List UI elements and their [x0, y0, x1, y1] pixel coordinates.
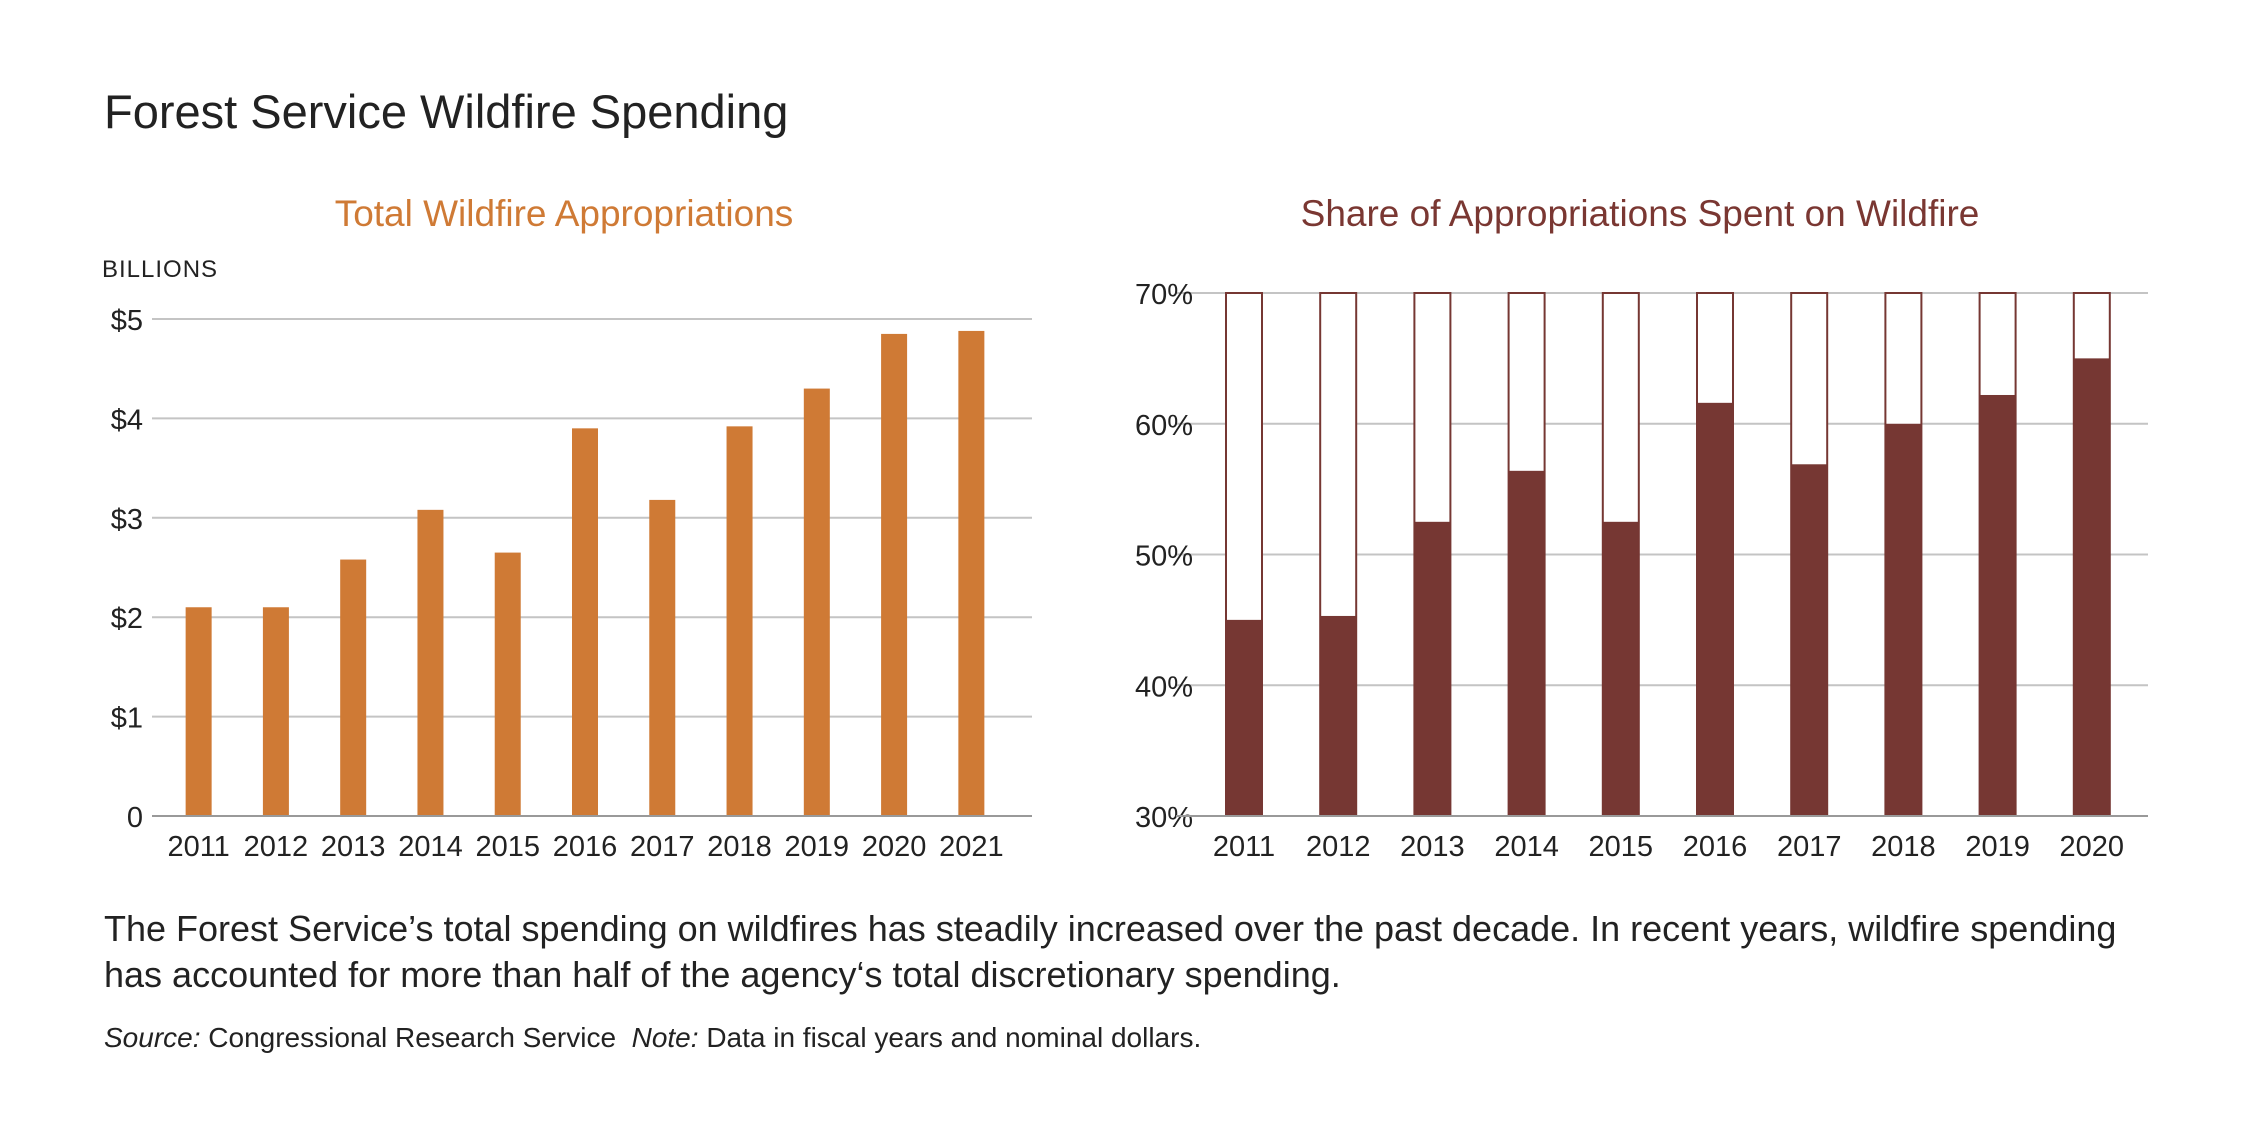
- left-y-tick-label: $2: [111, 603, 143, 635]
- left-bar: [803, 388, 830, 816]
- note-text: Data in fiscal years and nominal dollars…: [706, 1022, 1202, 1053]
- left-y-tick-label: $5: [111, 305, 143, 337]
- left-bar: [881, 333, 908, 816]
- right-bar: [1885, 423, 1922, 816]
- right-chart-title: Share of Appropriations Spent on Wildfir…: [1300, 193, 1980, 234]
- right-x-tick-label: 2015: [1589, 831, 1654, 863]
- right-x-tick-label: 2016: [1683, 831, 1748, 863]
- right-x-tick-label: 2014: [1494, 831, 1559, 863]
- right-y-tick-label: 70%: [1135, 279, 1193, 311]
- left-bar: [417, 509, 444, 816]
- left-bar: [958, 330, 985, 816]
- note-label: Note:: [631, 1022, 699, 1053]
- left-x-tick-label: 2014: [398, 831, 463, 863]
- right-x-tick-label: 2018: [1871, 831, 1936, 863]
- source-text: Congressional Research Service: [208, 1022, 617, 1053]
- right-x-tick-label: 2012: [1306, 831, 1371, 863]
- left-chart-title: Total Wildfire Appropriations: [334, 193, 794, 234]
- left-x-tick-label: 2013: [321, 831, 386, 863]
- right-bar: [1979, 394, 2016, 816]
- caption-text: The Forest Service’s total spending on w…: [104, 908, 2117, 995]
- left-y-tick-label: $1: [111, 703, 143, 735]
- page-title: Forest Service Wildfire Spending: [104, 85, 789, 138]
- left-x-tick-label: 2017: [630, 831, 695, 863]
- left-bar: [494, 552, 521, 816]
- right-x-tick-label: 2020: [2060, 831, 2125, 863]
- right-y-tick-label: 40%: [1135, 671, 1193, 703]
- right-bar: [2073, 358, 2110, 816]
- left-x-tick-label: 2020: [862, 831, 927, 863]
- left-bar: [726, 426, 753, 816]
- left-x-tick-label: 2019: [785, 831, 850, 863]
- left-bar: [572, 428, 598, 816]
- left-x-tick-label: 2018: [707, 831, 772, 863]
- right-bar: [1320, 615, 1357, 816]
- right-bar: [1226, 619, 1262, 816]
- right-y-tick-label: 30%: [1135, 802, 1193, 834]
- right-x-tick-label: 2017: [1777, 831, 1842, 863]
- right-bar: [1602, 521, 1639, 816]
- left-bar: [649, 499, 676, 816]
- left-x-tick-label: 2015: [475, 831, 540, 863]
- left-x-tick-label: 2016: [553, 831, 618, 863]
- source-label: Source:: [104, 1022, 201, 1053]
- right-bar: [1697, 402, 1733, 816]
- right-bar: [1414, 521, 1451, 816]
- left-x-tick-label: 2011: [167, 831, 229, 863]
- left-bar: [340, 559, 367, 816]
- right-bar: [1508, 470, 1545, 816]
- left-bar: [262, 607, 289, 816]
- right-x-tick-label: 2011: [1213, 831, 1275, 863]
- source-note: Source: Congressional Research Service N…: [104, 1022, 1201, 1054]
- right-y-tick-label: 50%: [1135, 541, 1193, 573]
- left-y-tick-label: 0: [127, 802, 143, 834]
- left-y-tick-label: $4: [111, 404, 143, 436]
- right-x-tick-label: 2019: [1965, 831, 2030, 863]
- left-bar: [185, 607, 212, 816]
- left-x-tick-label: 2012: [244, 831, 309, 863]
- left-x-tick-label: 2021: [939, 831, 1004, 863]
- right-x-tick-label: 2013: [1400, 831, 1465, 863]
- right-y-tick-label: 60%: [1135, 410, 1193, 442]
- left-y-tick-label: $3: [111, 504, 143, 536]
- left-chart-unit-label: BILLIONS: [102, 256, 219, 283]
- right-bar: [1791, 464, 1828, 816]
